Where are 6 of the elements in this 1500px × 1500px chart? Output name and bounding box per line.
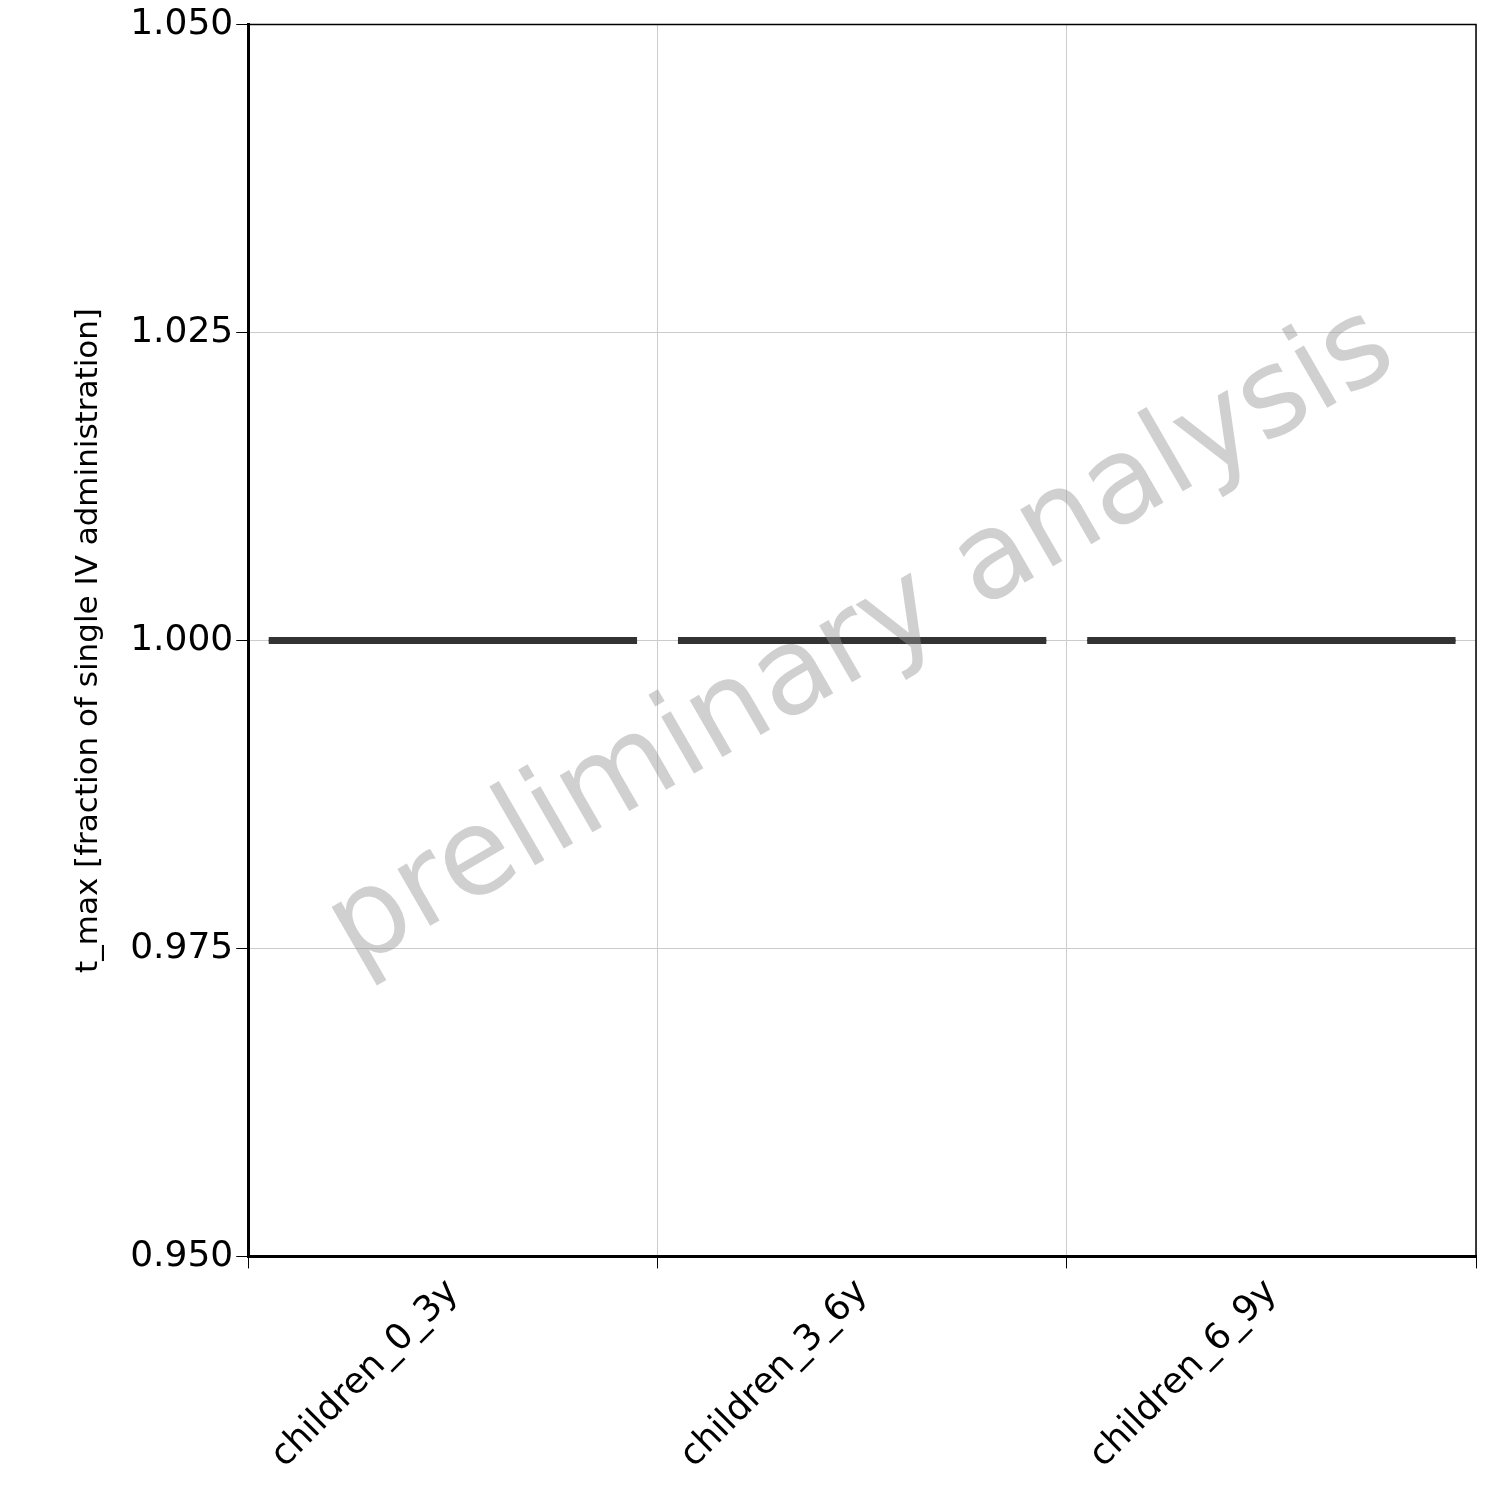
y-tick-label: 0.950 (130, 1232, 234, 1274)
y-tick-label: 1.025 (130, 308, 234, 350)
y-tick-label: 1.050 (130, 0, 234, 42)
y-tick-label: 0.975 (130, 924, 234, 966)
y-axis-title: t_max [fraction of single IV administration] (67, 308, 104, 973)
y-tick-label: 1.000 (130, 616, 234, 658)
